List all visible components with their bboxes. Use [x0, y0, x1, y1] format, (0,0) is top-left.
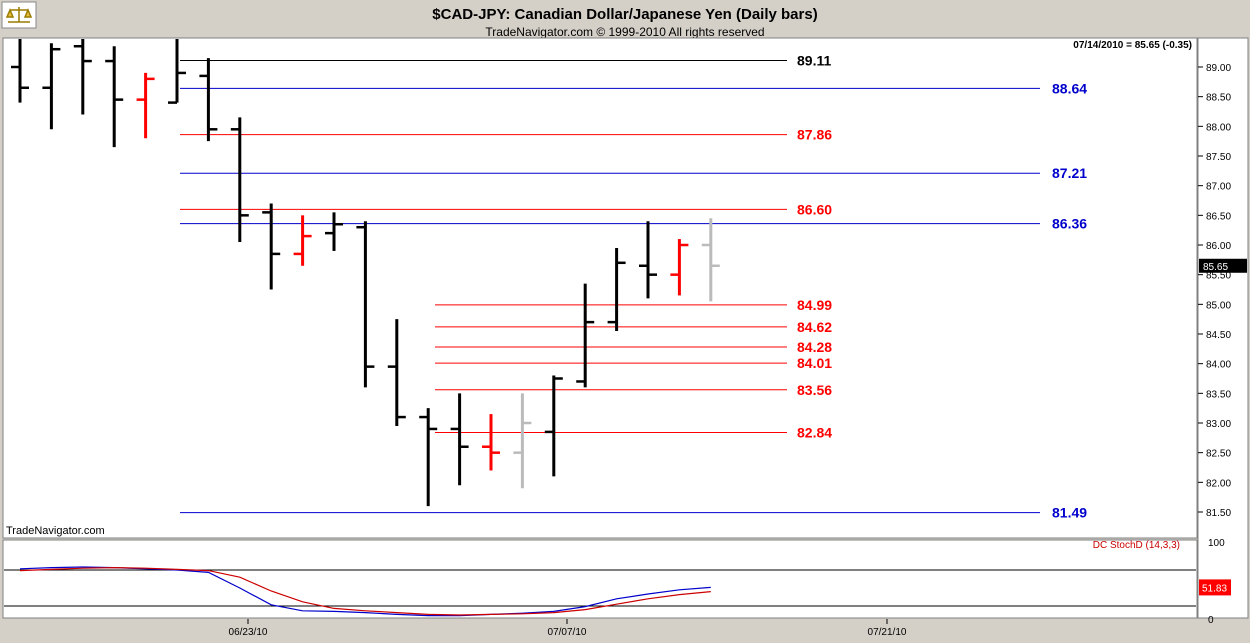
y-tick-label: 86.50: [1206, 211, 1231, 222]
ohlc-bar: [670, 239, 689, 296]
level-label: 87.21: [1052, 165, 1087, 181]
level-label: 88.64: [1052, 80, 1087, 96]
ohlc-bar: [168, 39, 186, 104]
stoch-value-tag: [1199, 579, 1231, 596]
last-price-label: 85.65: [1203, 262, 1228, 273]
price-panel: [2, 37, 1198, 539]
x-axis-panel: [3, 619, 1197, 641]
last-price-tag: [1199, 258, 1247, 273]
stoch-title: DC StochD (14,3,3): [1093, 540, 1180, 551]
ohlc-bar: [513, 393, 532, 489]
ohlc-bar: [387, 319, 406, 426]
level-label: 84.01: [797, 355, 832, 371]
scales-logo-icon: [5, 7, 33, 23]
y-tick-label: 82.50: [1206, 449, 1231, 460]
y-tick-label: 85.50: [1206, 271, 1231, 282]
y-tick-label: 87.50: [1206, 152, 1231, 163]
watermark-text: TradeNavigator.com: [6, 525, 105, 537]
ohlc-bar: [105, 46, 124, 148]
ohlc-bar: [262, 203, 281, 290]
ohlc-bar: [199, 58, 218, 142]
ohlc-bar: [607, 247, 626, 332]
level-label: 81.49: [1052, 505, 1087, 521]
y-tick-label: 87.00: [1206, 182, 1231, 193]
y-axis: 89.00 88.50 88.00 87.50 87.00 86.50 86.00 85.50…: [1198, 63, 1247, 519]
y-tick-label: 88.00: [1206, 122, 1231, 133]
ohlc-bar: [11, 39, 29, 103]
stoch-tick-label: 100: [1208, 538, 1225, 549]
level-label: 86.60: [797, 201, 832, 217]
levels-layer: 89.11 88.64 87.86 87.21 86.60 86.36 84.99 84.62…: [180, 52, 1087, 521]
ohlc-bar: [293, 215, 312, 266]
ohlc-bar: [639, 221, 657, 299]
y-tick-label: 83.50: [1206, 389, 1231, 400]
ohlc-bar: [325, 212, 343, 251]
level-label: 87.86: [797, 127, 832, 143]
x-axis: 06/23/10 07/07/10 07/21/10: [229, 619, 907, 638]
level-label: 83.56: [797, 382, 832, 398]
status-readout: 07/14/2010 = 85.65 (-0.35): [1073, 40, 1192, 51]
y-tick-label: 82.00: [1206, 478, 1231, 489]
ohlc-bar: [482, 414, 500, 471]
level-label: 84.62: [797, 319, 832, 335]
y-tick-label: 85.00: [1206, 300, 1231, 311]
chart-subtitle: TradeNavigator.com © 1999-2010 All right…: [485, 25, 764, 39]
logo-icon: [1, 1, 37, 29]
ohlc-bar: [701, 218, 720, 302]
ohlc-bar: [576, 283, 595, 388]
ohlc-bar: [450, 393, 469, 486]
ohlc-bar: [544, 375, 563, 477]
ohlc-bar: [230, 117, 249, 243]
ohlc-bar: [73, 39, 92, 115]
y-tick-label: 89.00: [1206, 63, 1231, 74]
y-tick-label: 86.00: [1206, 241, 1231, 252]
stoch-panel: [2, 539, 1198, 619]
ohlc-bar: [136, 72, 155, 139]
y-tick-label: 84.50: [1206, 330, 1231, 341]
y-tick-label: 81.50: [1206, 508, 1231, 519]
y-tick-label: 84.00: [1206, 360, 1231, 371]
ohlc-bar: [42, 43, 61, 130]
ohlc-bar: [356, 221, 375, 388]
stoch-layer: 100 0 51.83: [4, 538, 1231, 626]
y-axis-panel: [1197, 37, 1249, 619]
x-tick-label: 07/21/10: [868, 627, 907, 638]
ohlc-bar: [419, 408, 438, 507]
level-label: 84.28: [797, 339, 832, 355]
x-tick-label: 06/23/10: [229, 627, 268, 638]
level-label: 84.99: [797, 297, 832, 313]
stoch-series-line: [19, 566, 711, 616]
level-label: 89.11: [797, 52, 831, 68]
stoch-value-label: 51.83: [1202, 583, 1227, 594]
level-label: 86.36: [1052, 216, 1087, 232]
stoch-tick-label: 0: [1208, 615, 1214, 626]
bars-layer: [11, 39, 720, 507]
x-tick-label: 07/07/10: [548, 627, 587, 638]
y-tick-label: 88.50: [1206, 93, 1231, 104]
y-tick-label: 83.00: [1206, 419, 1231, 430]
level-label: 82.84: [797, 424, 832, 440]
chart-title: $CAD-JPY: Canadian Dollar/Japanese Yen (…: [432, 6, 817, 23]
